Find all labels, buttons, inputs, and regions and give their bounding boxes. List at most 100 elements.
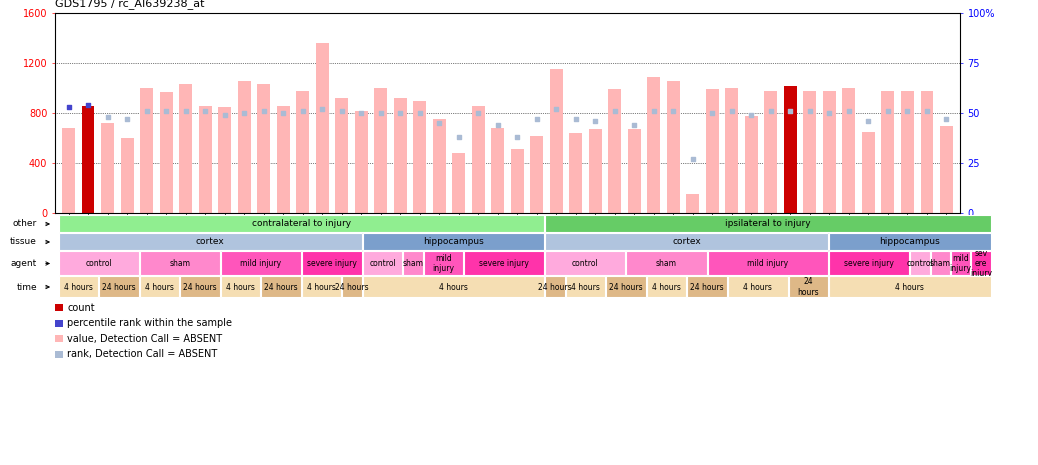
Text: severe injury: severe injury <box>844 259 895 268</box>
FancyBboxPatch shape <box>343 277 361 298</box>
Bar <box>570 133 582 213</box>
Point <box>861 117 877 125</box>
Text: mild injury: mild injury <box>240 259 281 268</box>
Point <box>177 107 194 115</box>
Bar <box>433 119 445 213</box>
FancyBboxPatch shape <box>262 277 301 298</box>
Text: mild
injury: mild injury <box>950 254 972 273</box>
Bar <box>355 111 367 213</box>
Text: control: control <box>370 259 395 268</box>
Point <box>450 133 467 141</box>
Bar <box>82 106 94 213</box>
Bar <box>862 132 875 213</box>
Point <box>431 120 447 127</box>
Bar <box>55 320 63 327</box>
FancyBboxPatch shape <box>829 277 990 298</box>
Text: hippocampus: hippocampus <box>424 238 484 246</box>
Point <box>548 105 565 113</box>
FancyBboxPatch shape <box>140 252 220 275</box>
Text: sev
ere
injury: sev ere injury <box>969 249 992 279</box>
Bar <box>608 89 621 213</box>
Bar <box>881 91 894 213</box>
Point <box>119 115 136 123</box>
Text: 24 hours: 24 hours <box>102 283 136 292</box>
Bar <box>297 91 309 213</box>
Bar <box>472 106 485 213</box>
FancyBboxPatch shape <box>566 277 605 298</box>
Bar <box>901 91 913 213</box>
Text: control: control <box>572 259 599 268</box>
Bar <box>745 115 758 213</box>
FancyBboxPatch shape <box>910 252 930 275</box>
Text: 24 hours: 24 hours <box>335 283 368 292</box>
FancyBboxPatch shape <box>728 277 788 298</box>
Text: 4 hours: 4 hours <box>307 283 336 292</box>
Text: count: count <box>67 303 94 313</box>
FancyBboxPatch shape <box>140 277 180 298</box>
Text: 4 hours: 4 hours <box>226 283 255 292</box>
Bar <box>413 100 426 213</box>
Bar <box>491 128 504 213</box>
Bar <box>706 89 718 213</box>
Bar <box>550 69 563 213</box>
Point <box>411 109 428 117</box>
Point <box>158 107 174 115</box>
Bar <box>784 86 796 213</box>
Point <box>646 107 662 115</box>
Text: value, Detection Call = ABSENT: value, Detection Call = ABSENT <box>67 334 222 344</box>
Point <box>606 107 623 115</box>
Bar <box>55 351 63 358</box>
FancyBboxPatch shape <box>626 252 707 275</box>
FancyBboxPatch shape <box>829 233 990 251</box>
Text: 4 hours: 4 hours <box>64 283 92 292</box>
Point <box>236 109 252 117</box>
Bar <box>257 84 270 213</box>
Text: agent: agent <box>10 259 37 268</box>
Bar <box>686 194 700 213</box>
Text: time: time <box>17 283 37 292</box>
Text: 24 hours: 24 hours <box>690 283 723 292</box>
Point <box>216 111 233 119</box>
FancyBboxPatch shape <box>362 277 544 298</box>
Bar <box>180 84 192 213</box>
Point <box>801 107 818 115</box>
FancyBboxPatch shape <box>545 277 565 298</box>
FancyBboxPatch shape <box>464 252 544 275</box>
Point <box>841 107 857 115</box>
FancyBboxPatch shape <box>58 233 361 251</box>
Point <box>470 109 487 117</box>
Bar <box>238 80 250 213</box>
Bar <box>277 106 290 213</box>
Point <box>255 107 272 115</box>
Text: GDS1795 / rc_AI639238_at: GDS1795 / rc_AI639238_at <box>55 0 204 9</box>
Bar <box>55 304 63 311</box>
FancyBboxPatch shape <box>58 277 98 298</box>
Point <box>295 107 311 115</box>
Text: ipsilateral to injury: ipsilateral to injury <box>726 219 811 228</box>
Bar <box>140 88 153 213</box>
Text: sham: sham <box>930 259 951 268</box>
Bar <box>316 43 329 213</box>
FancyBboxPatch shape <box>708 252 828 275</box>
Point <box>509 133 525 141</box>
Bar <box>628 129 640 213</box>
Point <box>919 107 935 115</box>
Text: 24 hours: 24 hours <box>265 283 298 292</box>
Text: 4 hours: 4 hours <box>652 283 681 292</box>
Bar <box>940 126 953 213</box>
Bar <box>764 91 777 213</box>
Text: sham: sham <box>169 259 190 268</box>
Point <box>821 109 838 117</box>
Text: hippocampus: hippocampus <box>879 238 940 246</box>
Bar <box>120 138 134 213</box>
Point <box>879 107 896 115</box>
Text: 24 hours: 24 hours <box>538 283 572 292</box>
Text: cortex: cortex <box>673 238 701 246</box>
FancyBboxPatch shape <box>99 277 139 298</box>
Point <box>60 103 77 111</box>
Point <box>373 109 389 117</box>
Text: contralateral to injury: contralateral to injury <box>252 219 351 228</box>
Bar <box>218 107 231 213</box>
FancyBboxPatch shape <box>545 252 626 275</box>
FancyBboxPatch shape <box>302 277 342 298</box>
